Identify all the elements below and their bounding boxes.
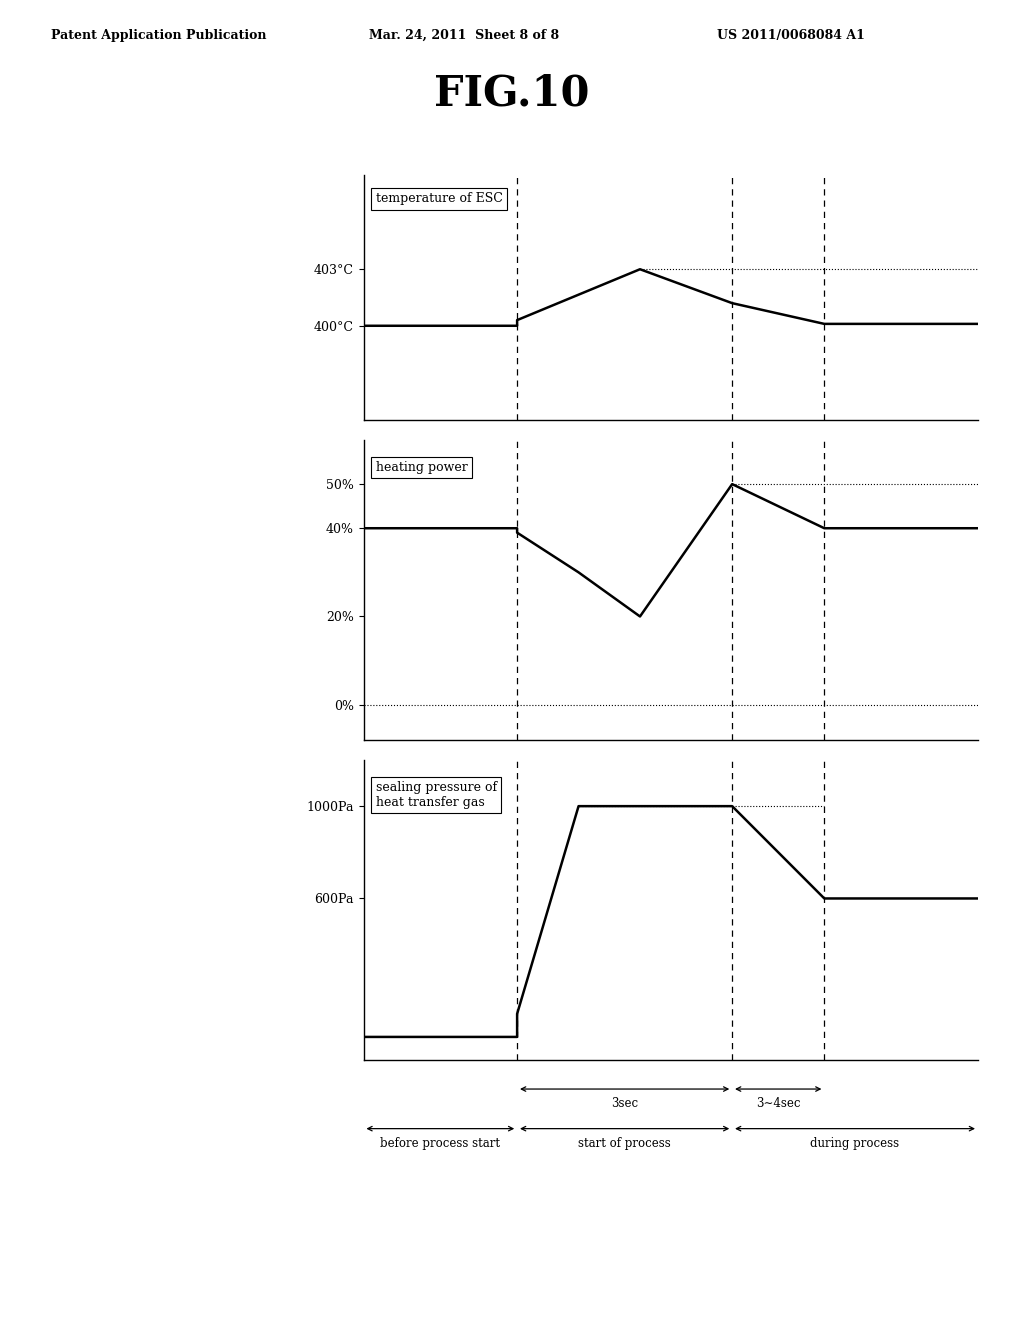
Text: before process start: before process start xyxy=(380,1137,501,1150)
Text: 3∼4sec: 3∼4sec xyxy=(756,1097,801,1110)
Text: 3sec: 3sec xyxy=(611,1097,638,1110)
Text: heating power: heating power xyxy=(376,461,468,474)
Text: temperature of ESC: temperature of ESC xyxy=(376,193,503,205)
Text: during process: during process xyxy=(810,1137,900,1150)
Text: US 2011/0068084 A1: US 2011/0068084 A1 xyxy=(717,29,864,42)
Text: sealing pressure of
heat transfer gas: sealing pressure of heat transfer gas xyxy=(376,781,497,809)
Text: start of process: start of process xyxy=(579,1137,671,1150)
Text: Mar. 24, 2011  Sheet 8 of 8: Mar. 24, 2011 Sheet 8 of 8 xyxy=(369,29,559,42)
Text: FIG.10: FIG.10 xyxy=(434,73,590,115)
Text: Patent Application Publication: Patent Application Publication xyxy=(51,29,266,42)
